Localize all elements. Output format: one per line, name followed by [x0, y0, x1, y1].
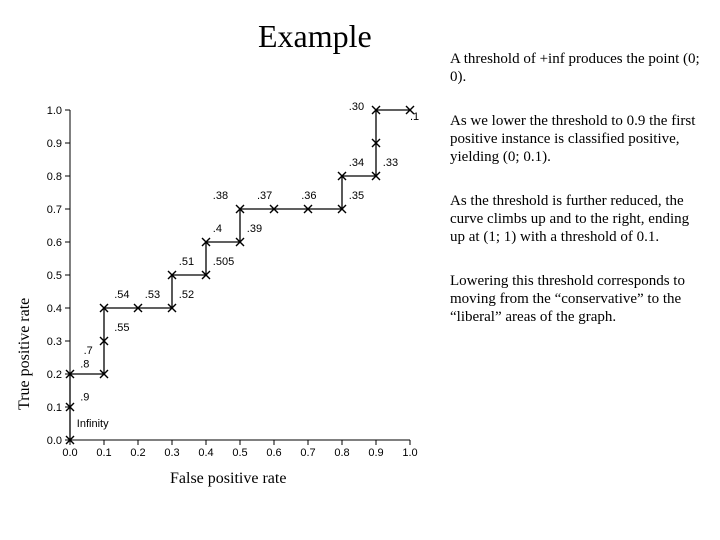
- svg-text:0.8: 0.8: [47, 171, 62, 183]
- svg-text:.35: .35: [349, 190, 364, 202]
- svg-text:1.0: 1.0: [47, 105, 62, 117]
- svg-text:.54: .54: [114, 289, 129, 301]
- svg-text:.7: .7: [84, 345, 93, 357]
- svg-text:.55: .55: [114, 322, 129, 334]
- svg-text:0.3: 0.3: [164, 447, 179, 459]
- svg-text:0.2: 0.2: [130, 447, 145, 459]
- svg-text:0.2: 0.2: [47, 369, 62, 381]
- svg-text:.38: .38: [213, 190, 228, 202]
- svg-text:0.0: 0.0: [62, 447, 77, 459]
- svg-text:.1: .1: [410, 111, 419, 123]
- x-axis-label: False positive rate: [170, 470, 286, 488]
- svg-text:1.0: 1.0: [402, 447, 417, 459]
- svg-text:0.5: 0.5: [232, 447, 247, 459]
- svg-text:.4: .4: [213, 223, 222, 235]
- svg-text:0.5: 0.5: [47, 270, 62, 282]
- para-4: Lowering this threshold corresponds to m…: [450, 272, 700, 326]
- svg-text:0.6: 0.6: [266, 447, 281, 459]
- svg-text:0.7: 0.7: [300, 447, 315, 459]
- svg-text:.52: .52: [179, 289, 194, 301]
- svg-text:.39: .39: [247, 223, 262, 235]
- svg-text:0.7: 0.7: [47, 204, 62, 216]
- svg-text:0.1: 0.1: [96, 447, 111, 459]
- svg-text:0.6: 0.6: [47, 237, 62, 249]
- svg-text:.9: .9: [80, 391, 89, 403]
- page-title: Example: [258, 18, 372, 55]
- para-3: As the threshold is further reduced, the…: [450, 192, 700, 246]
- svg-text:.36: .36: [301, 190, 316, 202]
- svg-text:.505: .505: [213, 256, 234, 268]
- svg-text:0.3: 0.3: [47, 336, 62, 348]
- svg-text:0.9: 0.9: [368, 447, 383, 459]
- svg-text:0.4: 0.4: [198, 447, 213, 459]
- svg-text:0.0: 0.0: [47, 435, 62, 447]
- y-axis-label: True positive rate: [16, 298, 34, 410]
- para-2: As we lower the threshold to 0.9 the fir…: [450, 112, 700, 166]
- para-1: A threshold of +inf produces the point (…: [450, 50, 700, 86]
- svg-text:0.4: 0.4: [47, 303, 62, 315]
- svg-text:.34: .34: [349, 157, 364, 169]
- svg-text:0.9: 0.9: [47, 138, 62, 150]
- svg-text:.51: .51: [179, 256, 194, 268]
- svg-text:.53: .53: [145, 289, 160, 301]
- svg-text:.30: .30: [349, 101, 364, 113]
- svg-text:.33: .33: [383, 157, 398, 169]
- svg-text:0.8: 0.8: [334, 447, 349, 459]
- svg-text:Infinity: Infinity: [77, 418, 109, 430]
- svg-text:.8: .8: [80, 358, 89, 370]
- roc-chart: True positive rate 0.00.0 0.1 0.1 0.2 0.2 0.3…: [10, 100, 430, 480]
- svg-text:0.1: 0.1: [47, 402, 62, 414]
- chart-svg: 0.00.0 0.1 0.1 0.2 0.2 0.3 0.3 0.4 0.4 0.5 0.5 0.6 0…: [10, 100, 430, 460]
- svg-text:.37: .37: [257, 190, 272, 202]
- explanation-sidebar: A threshold of +inf produces the point (…: [450, 50, 700, 352]
